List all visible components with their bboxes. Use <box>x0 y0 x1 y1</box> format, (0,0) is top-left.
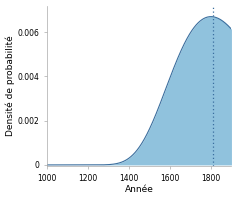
X-axis label: Année: Année <box>125 185 154 194</box>
Y-axis label: Densité de probabilité: Densité de probabilité <box>5 35 15 136</box>
